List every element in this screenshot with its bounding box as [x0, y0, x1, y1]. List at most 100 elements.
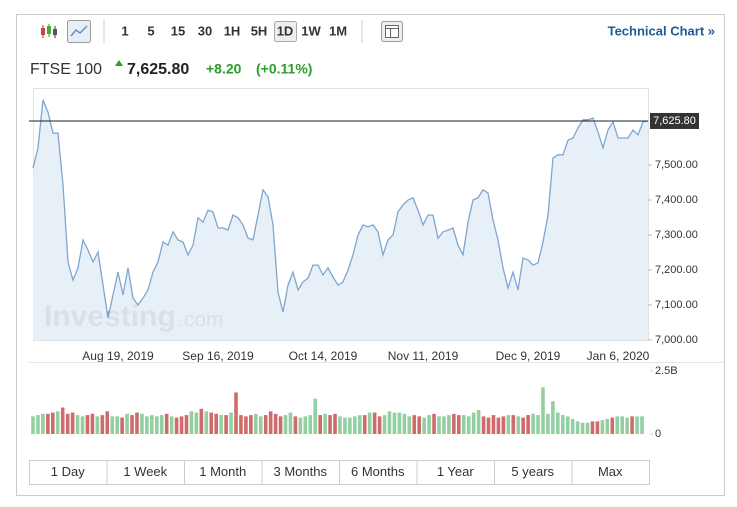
last-price-tag	[650, 112, 699, 129]
line-icon[interactable]	[67, 20, 91, 43]
volume-bar	[536, 415, 540, 434]
volume-bar	[402, 413, 407, 434]
x-tick-label: Oct 14, 2019	[289, 349, 358, 363]
volume-bar	[442, 416, 446, 434]
volume-bar	[95, 416, 100, 434]
volume-bar	[457, 415, 461, 434]
volume-bar	[90, 413, 95, 434]
volume-bar	[471, 412, 476, 434]
volume-bar	[432, 413, 436, 434]
volume-bar	[630, 416, 634, 434]
volume-bar	[145, 416, 149, 434]
y-tick-label: 7,500.00	[655, 159, 698, 171]
range-button[interactable]: 1 Day	[51, 464, 85, 479]
volume-bar	[585, 422, 590, 434]
volume-bar	[382, 415, 387, 434]
volume-bar	[80, 416, 85, 434]
range-button[interactable]: 1 Week	[123, 464, 167, 479]
range-button-box[interactable]	[339, 460, 418, 485]
interval-button[interactable]: 1D	[277, 23, 294, 38]
volume-bar	[318, 415, 322, 434]
interval-button[interactable]: 5H	[251, 23, 268, 38]
volume-bar	[209, 412, 214, 434]
volume-bar	[105, 411, 110, 434]
candlestick-icon[interactable]	[41, 24, 57, 38]
last-price-label: 7,625.80	[653, 115, 696, 127]
interval-button[interactable]: 15	[171, 23, 185, 38]
volume-bar	[640, 416, 644, 434]
volume-bar	[461, 415, 466, 434]
volume-bar	[447, 415, 451, 434]
volume-bar	[194, 412, 199, 434]
volume-bar	[501, 416, 506, 434]
volume-bar	[476, 410, 481, 434]
volume-bar	[239, 415, 243, 434]
volume-bar	[367, 412, 372, 434]
volume-bar	[333, 413, 337, 434]
volume-bar	[610, 417, 615, 434]
volume-bar	[397, 412, 402, 434]
interval-button[interactable]: 30	[198, 23, 212, 38]
range-button[interactable]: 3 Months	[274, 464, 328, 479]
volume-bar	[214, 413, 218, 434]
volume-bar	[353, 416, 357, 434]
volume-bar	[244, 416, 248, 434]
volume-bar	[234, 392, 238, 434]
volume-bar	[283, 415, 288, 434]
volume-bar	[605, 418, 610, 434]
volume-bar	[565, 416, 570, 434]
volume-bar	[308, 415, 313, 434]
volume-bar	[100, 415, 105, 434]
volume-bar	[288, 412, 293, 434]
volume-bar	[422, 417, 426, 434]
volume-bar	[60, 407, 65, 434]
volume-bar	[392, 412, 397, 434]
volume-bar	[293, 416, 298, 434]
range-button-box[interactable]	[184, 460, 263, 485]
volume-bar	[526, 415, 530, 434]
volume-bar	[466, 416, 471, 434]
volume-bar	[199, 408, 204, 434]
volume-bar	[481, 416, 486, 434]
price-change: +8.20	[206, 61, 242, 77]
volume-bar	[189, 411, 194, 434]
range-button[interactable]: Max	[598, 464, 623, 479]
range-button[interactable]: 6 Months	[351, 464, 405, 479]
volume-bar	[575, 421, 580, 434]
volume-bar	[31, 416, 35, 434]
volume-bar	[496, 417, 501, 434]
volume-tick-label: 0	[655, 428, 661, 440]
interval-button[interactable]: 1H	[224, 23, 241, 38]
volume-bar	[595, 421, 600, 434]
selected-interval-box	[274, 21, 297, 42]
x-tick-label: Jan 6, 2020	[587, 349, 650, 363]
interval-button[interactable]: 1W	[301, 23, 321, 38]
percent-change: (+0.11%)	[256, 61, 312, 77]
volume-bar	[521, 417, 525, 434]
technical-chart-link[interactable]: Technical Chart »	[608, 23, 715, 38]
volume-bar	[65, 413, 70, 434]
volume-bar	[249, 415, 253, 434]
range-button-box[interactable]	[416, 460, 495, 485]
area	[33, 99, 648, 341]
volume-bar	[303, 416, 308, 434]
range-button[interactable]: 1 Year	[437, 464, 475, 479]
interval-button[interactable]: 1	[121, 23, 128, 38]
volume-bar	[570, 418, 575, 434]
range-button[interactable]: 5 years	[511, 464, 554, 479]
volume-bar	[219, 415, 223, 434]
volume-bar	[387, 411, 392, 434]
table-icon[interactable]	[381, 21, 403, 42]
range-button-box[interactable]	[571, 460, 650, 485]
volume-bar	[254, 413, 258, 434]
last-price: 7,625.80	[127, 61, 189, 78]
volume-bar	[174, 417, 179, 434]
volume-bar	[298, 417, 303, 434]
interval-button[interactable]: 1M	[329, 23, 347, 38]
range-button-box[interactable]	[29, 460, 108, 485]
volume-bar	[130, 415, 134, 434]
interval-button[interactable]: 5	[147, 23, 154, 38]
range-button[interactable]: 1 Month	[199, 464, 246, 479]
volume-bar	[486, 417, 491, 434]
